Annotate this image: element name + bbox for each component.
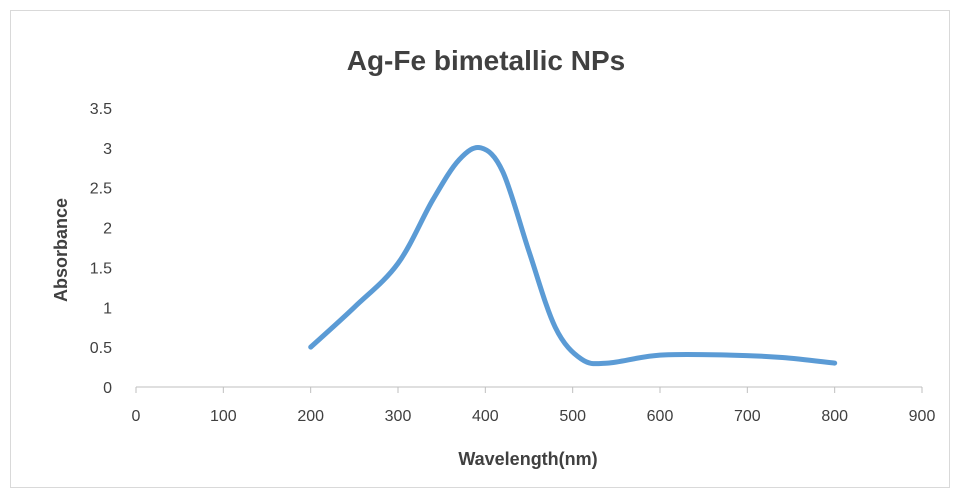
x-tick-label: 400 (472, 408, 499, 425)
x-tick-label: 700 (734, 408, 761, 425)
y-axis-title: Absorbance (51, 198, 71, 302)
chart-frame (10, 10, 950, 488)
x-tick-label: 200 (297, 408, 324, 425)
x-tick-label: 0 (132, 408, 141, 425)
x-tick-label: 100 (210, 408, 237, 425)
y-tick-label: 1 (103, 300, 112, 317)
x-tick-label: 600 (647, 408, 674, 425)
x-axis-tickmarks (135, 387, 923, 393)
x-tick-label: 800 (821, 408, 848, 425)
y-tick-label: 2 (103, 221, 112, 238)
x-axis-ticks: 0 100 200 300 400 500 600 700 800 900 (132, 408, 936, 425)
absorbance-series-line (308, 144, 838, 367)
y-tick-label: 0 (103, 380, 112, 397)
x-axis-title: Wavelength(nm) (458, 449, 597, 469)
series-layer (308, 144, 838, 367)
y-tick-label: 3 (103, 141, 112, 158)
y-tick-label: 1.5 (90, 260, 112, 277)
chart-title: Ag-Fe bimetallic NPs (347, 45, 626, 76)
y-tick-label: 2.5 (90, 181, 112, 198)
x-tick-label: 300 (385, 408, 412, 425)
x-tick-label: 900 (909, 408, 936, 425)
y-tick-label: 0.5 (90, 340, 112, 357)
x-tick-label: 500 (559, 408, 586, 425)
y-tick-label: 3.5 (90, 101, 112, 118)
y-axis-ticks: 0 0.5 1 1.5 2 2.5 3 3.5 (90, 101, 112, 397)
